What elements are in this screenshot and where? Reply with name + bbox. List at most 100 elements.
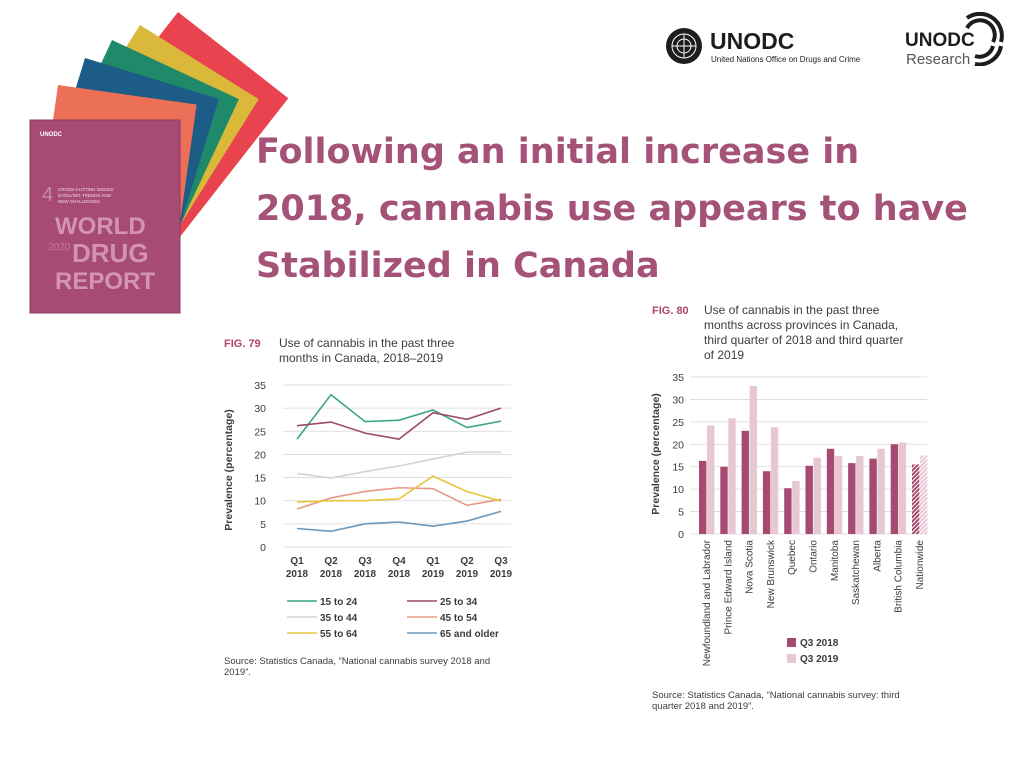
fig79-x-tick-year: 2019 (422, 569, 445, 580)
fig80-y-tick-label: 20 (672, 439, 684, 451)
fig79-x-tick-quarter: Q2 (460, 556, 474, 567)
fig79-y-tick-label: 5 (260, 519, 266, 531)
fig80-y-tick-label: 25 (672, 417, 684, 429)
fig80-bar (856, 455, 864, 534)
fig80-y-ticks: 0 5 10 15 20 25 30 35 (672, 372, 684, 541)
fig80-bar (890, 444, 899, 534)
fig80-bar (762, 471, 771, 534)
fig80-bar (741, 430, 749, 534)
fig80-bar (848, 463, 856, 534)
title-line-2: 2018, cannabis use appears to have (256, 189, 968, 229)
fig79-legend-label: 15 to 24 (320, 597, 358, 608)
fig80-caption-line-1: Use of cannabis in the past three (704, 303, 880, 317)
fig80-bar (699, 460, 707, 534)
unodc-logo-text: UNODC (710, 28, 795, 54)
fig80-bar (728, 418, 736, 534)
fig80-bar-chart: Prevalence (percentage) 0 5 10 15 20 25 30 35 N… (650, 372, 928, 666)
fig80-x-tick-label: Quebec (787, 540, 798, 575)
fig79-caption-line-2: months in Canada, 2018–2019 (279, 351, 444, 365)
fig79-caption-line-1: Use of cannabis in the past three (279, 336, 455, 350)
fig80-caption-line-2: months across provinces in Canada, (704, 318, 899, 332)
cover-chapter-title-3: NEW CHALLENGES (58, 199, 100, 204)
fig80-label: FIG. 80 (652, 305, 689, 317)
fig80-bars (699, 385, 928, 534)
fig79-x-tick-quarter: Q3 (494, 556, 508, 567)
fig80-y-tick-label: 15 (672, 462, 684, 474)
fig79-source-line-2: 2019”. (224, 667, 251, 678)
fig79-series-line (296, 475, 502, 503)
fig80-caption-line-3: third quarter of 2018 and third quarter (704, 333, 904, 347)
fig79-series-line (296, 451, 501, 479)
fig80-legend-swatch (787, 654, 796, 663)
fig80-legend-label: Q3 2018 (800, 638, 839, 649)
fig80-caption: Use of cannabis in the past three months… (704, 303, 903, 363)
report-covers: UNODC 4 CROSS-CUTTING ISSUES: EVOLVING T… (29, 11, 289, 314)
fig79-source-line-1: Source: Statistics Canada, “National can… (224, 656, 491, 667)
fig79-x-tick-quarter: Q1 (290, 556, 304, 567)
fig80-y-tick-label: 5 (678, 507, 684, 519)
fig79-y-axis-label: Prevalence (percentage) (223, 409, 235, 530)
fig79-source: Source: Statistics Canada, “National can… (224, 656, 490, 678)
cover-word-world: WORLD (55, 213, 146, 240)
fig80-caption-line-4: of 2019 (704, 348, 745, 362)
un-emblem-icon (666, 28, 702, 64)
fig79-y-tick-label: 15 (254, 473, 266, 485)
fig79-legend: 15 to 24 25 to 34 35 to 44 45 to 54 55 to 64… (287, 597, 499, 640)
fig80-bar (920, 455, 928, 534)
cover-word-drug: DRUG (72, 238, 149, 268)
fig80-bar (707, 425, 715, 534)
fig79-x-tick-quarter: Q4 (392, 556, 406, 567)
title-line-3: Stabilized in Canada (256, 246, 660, 286)
front-cover-page (30, 120, 180, 313)
fig79-y-tick-label: 10 (254, 496, 266, 508)
fig80-bar (720, 466, 728, 534)
fig80-x-tick-label: Prince Edward Island (723, 540, 734, 635)
fig80-bar (784, 488, 792, 534)
fig80-x-tick-label: Manitoba (830, 540, 841, 582)
fig79-y-tick-label: 20 (254, 449, 266, 461)
fig80-bar (749, 385, 757, 534)
cover-chapter-number: 4 (42, 184, 53, 206)
fig80-bar (826, 448, 835, 534)
unodc-research-logo: UNODC Research (905, 12, 1005, 72)
fig79-legend-label: 25 to 34 (440, 597, 478, 608)
fig79-series-line (296, 393, 502, 440)
unodc-logo-subtitle: United Nations Office on Drugs and Crime (711, 55, 861, 64)
fig79-x-tick-year: 2018 (320, 569, 343, 580)
fig80-x-tick-label: New Brunswick (766, 539, 777, 608)
fig80-x-tick-label: Nationwide (915, 540, 926, 590)
fig79-x-tick-year: 2018 (388, 569, 411, 580)
fig79-legend-label: 45 to 54 (440, 613, 478, 624)
fig80-bar (912, 464, 920, 534)
fig79-x-tick-quarter: Q3 (358, 556, 372, 567)
fig80-y-axis-label: Prevalence (percentage) (650, 393, 662, 514)
fig79-legend-label: 65 and older (440, 629, 499, 640)
fig79-legend-label: 35 to 44 (320, 613, 358, 624)
front-cover: UNODC 4 CROSS-CUTTING ISSUES: EVOLVING T… (29, 119, 181, 314)
fig79-y-tick-label: 35 (254, 380, 266, 392)
unodc-logo: UNODC United Nations Office on Drugs and… (664, 26, 884, 70)
fig79-x-tick-quarter: Q2 (324, 556, 338, 567)
fig80-x-tick-label: Saskatchewan (851, 540, 862, 605)
fig80-bar (813, 457, 821, 534)
fig79-x-tick-year: 2018 (286, 569, 309, 580)
cover-chapter-title-2: EVOLVING TRENDS AND (58, 193, 112, 198)
fig80-x-tick-label: British Columbia (894, 540, 905, 613)
fig80-source: Source: Statistics Canada, “National can… (652, 690, 900, 712)
fig79-x-tick-quarter: Q1 (426, 556, 440, 567)
fig79-x-ticks: Q1 2018 Q2 2018 Q3 2018 Q4 2018 Q1 2019 Q2 2019 Q3 20… (286, 556, 513, 580)
fig80-x-ticks: Newfoundland and Labrador Prince Edward I… (702, 539, 926, 666)
fig80-x-tick-label: Newfoundland and Labrador (702, 539, 713, 666)
fig80-x-tick-label: Alberta (872, 540, 883, 572)
fig80-x-tick-label: Nova Scotia (745, 540, 756, 594)
fig80-legend-label: Q3 2019 (800, 654, 839, 665)
fig79-series-lines (296, 393, 502, 533)
research-rings-icon (965, 12, 1004, 66)
fig79-series-line (296, 407, 502, 441)
fig79-label: FIG. 79 (224, 338, 261, 350)
cover-chapter-title-1: CROSS-CUTTING ISSUES: (58, 187, 115, 192)
fig80-y-tick-label: 0 (678, 529, 684, 541)
fig80-bar (869, 458, 877, 534)
fig79-series-line (296, 510, 502, 533)
fig80-y-tick-label: 35 (672, 372, 684, 384)
